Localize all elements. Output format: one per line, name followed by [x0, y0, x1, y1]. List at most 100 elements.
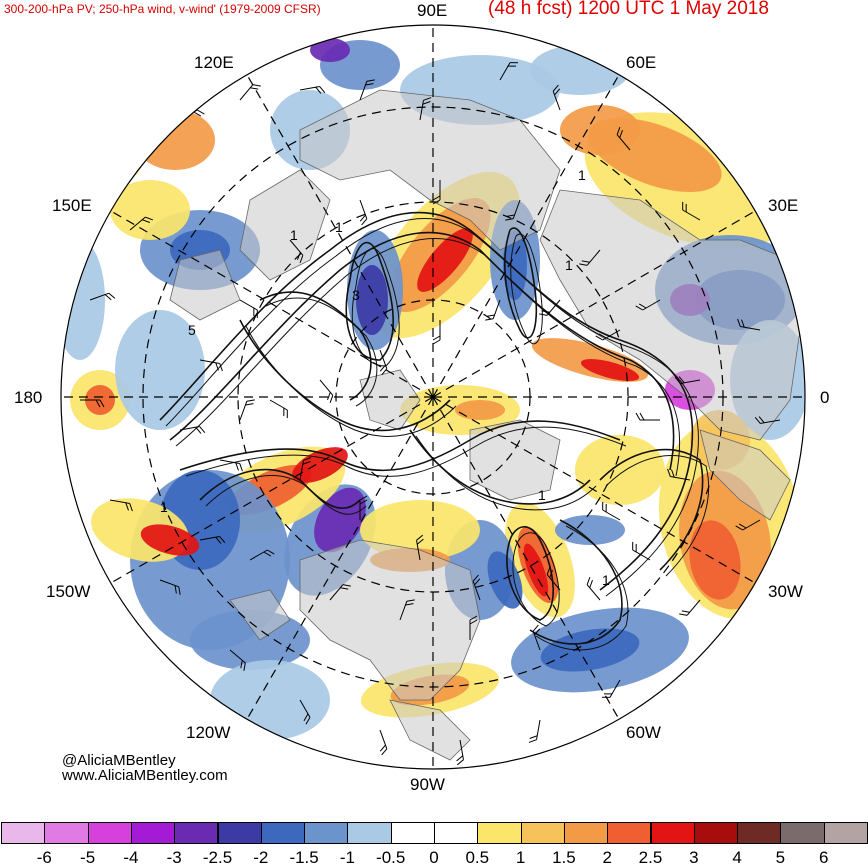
- pv-contour-label: 1: [578, 167, 586, 183]
- wind-barb: [528, 719, 541, 743]
- wind-barb: [299, 457, 312, 481]
- anomaly-region: [503, 230, 527, 300]
- meridian-line: [432, 396, 756, 584]
- land-mass: [299, 539, 481, 701]
- map-border: [60, 24, 806, 770]
- wind-barb: [239, 399, 255, 421]
- wind-barb: [586, 576, 601, 601]
- pv-contour-label: 1: [290, 227, 298, 243]
- lon-label-120w: 120W: [186, 723, 230, 742]
- land-mass: [359, 369, 421, 431]
- wind-barb: [269, 399, 288, 419]
- pv-contour: [351, 248, 400, 367]
- colorbar-swatch: [434, 822, 479, 844]
- lon-label-150e: 150E: [52, 196, 92, 215]
- wind-barb: [219, 459, 243, 472]
- colorbar-tick-label: 2.5: [638, 848, 663, 867]
- anomaly-region: [580, 359, 640, 381]
- wind-barb: [505, 199, 521, 221]
- colorbar-swatch: [390, 822, 435, 844]
- graticule: [61, 25, 805, 769]
- wind-barb: [432, 320, 441, 345]
- lon-label-60w: 60W: [626, 723, 661, 742]
- wind-barb: [539, 299, 561, 316]
- colorbar-swatch: [1, 822, 46, 844]
- anomaly-region: [555, 515, 625, 545]
- wind-barb: [299, 86, 326, 94]
- polar-map: 90E 60E 30E 0 30W 60W 90W 120W 150W 180 …: [14, 1, 829, 794]
- wind-barb: [667, 468, 691, 481]
- wind-barb: [419, 97, 432, 121]
- anomaly-region: [530, 45, 630, 95]
- pv-contour: [415, 435, 597, 511]
- wind-barb: [319, 379, 334, 404]
- lon-label-180: 180: [14, 388, 42, 407]
- wind-barb: [239, 299, 258, 319]
- wind-barb: [485, 299, 501, 321]
- wind-barb: [379, 349, 388, 376]
- wind-barb: [89, 292, 116, 301]
- wind-barb: [159, 579, 181, 595]
- wind-barb: [359, 79, 375, 101]
- wind-barb: [635, 412, 660, 421]
- wind-barb: [456, 739, 464, 766]
- colorbar-swatch: [174, 822, 219, 844]
- pv-contour: [245, 325, 457, 437]
- colorbar-tick-label: 4: [732, 848, 742, 867]
- product-title: 300-200-hPa PV; 250-hPa wind, v-wind' (1…: [4, 2, 321, 16]
- wind-barb: [674, 376, 701, 384]
- colorbar-swatch: [823, 822, 868, 844]
- lon-label-150w: 150W: [46, 582, 90, 601]
- colorbar-tick-label: -2: [253, 848, 269, 867]
- colorbar-tick-label: -2.5: [202, 848, 233, 867]
- lon-label-30e: 30E: [768, 196, 798, 215]
- wind-barb: [109, 499, 133, 512]
- land-mass: [469, 419, 561, 501]
- colorbar-tick-label: -3: [166, 848, 182, 867]
- pv-contour-label: 1: [565, 257, 573, 273]
- anomaly-region: [575, 435, 665, 505]
- meridian-line: [432, 74, 620, 398]
- wind-barb: [579, 249, 601, 266]
- anomaly-region: [356, 265, 388, 335]
- pv-contour: [239, 319, 451, 432]
- pv-contour: [179, 420, 621, 472]
- wind-barb: [239, 84, 261, 101]
- colorbar-swatch: [520, 822, 565, 844]
- pv-contour: [175, 238, 681, 477]
- colorbar-swatch: [347, 822, 392, 844]
- wind-barb: [199, 536, 226, 544]
- wind-barb: [416, 534, 424, 561]
- wind-barb: [499, 62, 519, 81]
- colorbar-tick-label: -6: [36, 848, 52, 867]
- pv-contour: [605, 455, 710, 577]
- wind-barb: [632, 541, 651, 561]
- land-mass: [389, 699, 471, 761]
- anomaly-region: [487, 551, 523, 609]
- wind-barb: [129, 216, 154, 231]
- wind-barb: [682, 201, 701, 221]
- meridian-line: [432, 210, 756, 398]
- wind-barb: [532, 624, 541, 651]
- land-mass: [299, 89, 561, 251]
- colorbar-tick-label: -5: [80, 848, 96, 867]
- wind-barb: [359, 199, 368, 226]
- wind-barb: [299, 699, 311, 725]
- lon-label-0: 0: [820, 388, 829, 407]
- meridian-line: [110, 210, 434, 398]
- wind-barb: [469, 615, 478, 640]
- pv-contour: [265, 297, 378, 407]
- pv-contour: [506, 526, 554, 621]
- pv-contour-label: 1: [602, 572, 610, 588]
- anomaly-region: [310, 38, 350, 62]
- wind-barb: [80, 399, 105, 408]
- pv-contour: [185, 426, 627, 477]
- lon-label-120e: 120E: [194, 53, 234, 72]
- land-mass: [539, 189, 801, 441]
- wind-barb: [359, 495, 368, 520]
- colorbar-tick-label: 1: [515, 848, 526, 867]
- pv-contour: [345, 241, 394, 361]
- anomaly-region: [800, 440, 805, 520]
- anomaly-region: [61, 240, 105, 360]
- pv-contour-label: 1: [160, 499, 168, 515]
